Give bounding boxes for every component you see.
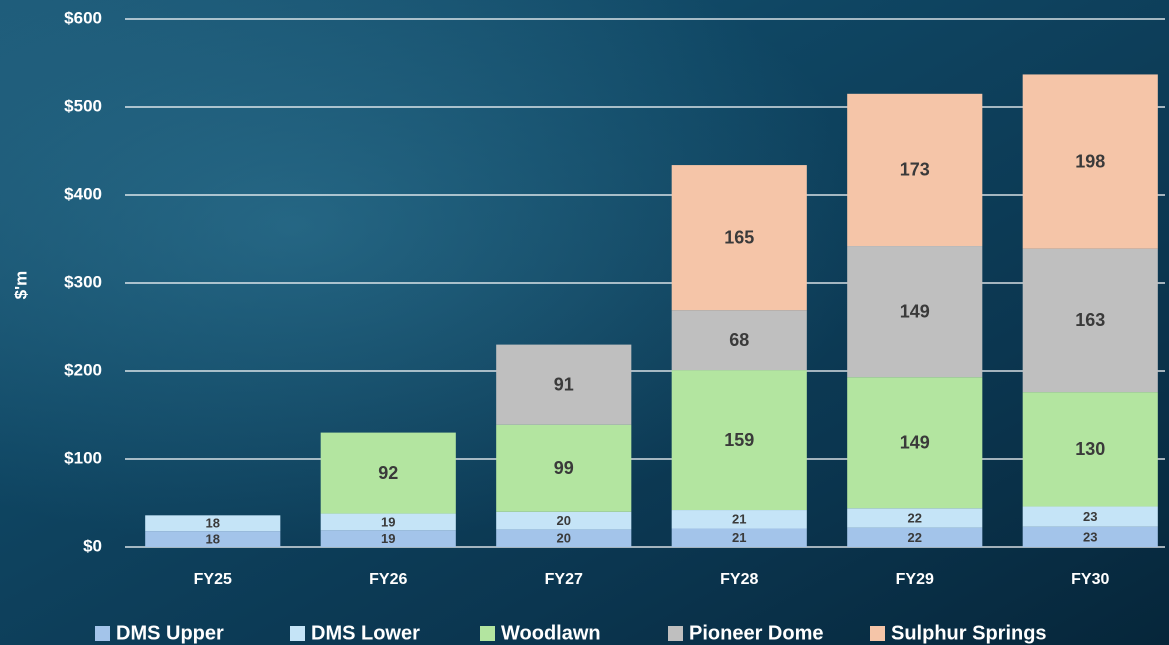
data-label: 163 <box>1075 310 1105 330</box>
legend-label: Sulphur Springs <box>891 622 1047 644</box>
legend-label: Woodlawn <box>501 622 601 644</box>
legend-swatch <box>870 626 885 641</box>
legend-label: Pioneer Dome <box>689 622 823 644</box>
legend-swatch <box>668 626 683 641</box>
data-label: 198 <box>1075 151 1105 171</box>
y-tick-label: $0 <box>83 536 102 555</box>
y-tick-label: $200 <box>64 360 102 379</box>
data-label: 91 <box>554 374 574 394</box>
legend-swatch <box>95 626 110 641</box>
data-label: 130 <box>1075 439 1105 459</box>
data-label: 99 <box>554 458 574 478</box>
x-tick-label: FY26 <box>369 571 407 588</box>
data-label: 173 <box>900 160 930 180</box>
y-tick-label: $500 <box>64 96 102 115</box>
y-tick-label: $600 <box>64 8 102 27</box>
x-tick-label: FY25 <box>194 571 232 588</box>
page: $'m $0 $100 $200 $300 $400 $500 $600 FY25 1818 FY… <box>0 0 1169 645</box>
legend-label: DMS Upper <box>116 622 224 644</box>
chart: $'m $0 $100 $200 $300 $400 $500 $600 FY25 1818 FY… <box>0 0 1169 645</box>
y-axis-label: $'m <box>11 271 30 300</box>
data-label: 23 <box>1083 529 1097 544</box>
data-label: 19 <box>381 531 395 546</box>
data-label: 92 <box>378 463 398 483</box>
y-tick-label: $300 <box>64 272 102 291</box>
legend-swatch <box>480 626 495 641</box>
data-label: 19 <box>381 514 395 529</box>
x-tick-label: FY29 <box>896 571 934 588</box>
data-label: 149 <box>900 432 930 452</box>
legend-swatch <box>290 626 305 641</box>
background-glow <box>0 0 1169 645</box>
data-label: 21 <box>732 512 746 527</box>
data-label: 22 <box>908 530 922 545</box>
data-label: 165 <box>724 227 754 247</box>
data-label: 23 <box>1083 509 1097 524</box>
data-label: 18 <box>206 532 220 547</box>
data-label: 20 <box>557 531 571 546</box>
y-tick-label: $400 <box>64 184 102 203</box>
data-label: 22 <box>908 510 922 525</box>
y-tick-label: $100 <box>64 448 102 467</box>
x-tick-label: FY27 <box>545 571 583 588</box>
data-label: 20 <box>557 513 571 528</box>
legend-label: DMS Lower <box>311 622 420 644</box>
data-label: 18 <box>206 516 220 531</box>
x-tick-label: FY28 <box>720 571 758 588</box>
data-label: 159 <box>724 430 754 450</box>
data-label: 149 <box>900 301 930 321</box>
x-tick-label: FY30 <box>1071 571 1109 588</box>
data-label: 21 <box>732 530 746 545</box>
data-label: 68 <box>729 330 749 350</box>
